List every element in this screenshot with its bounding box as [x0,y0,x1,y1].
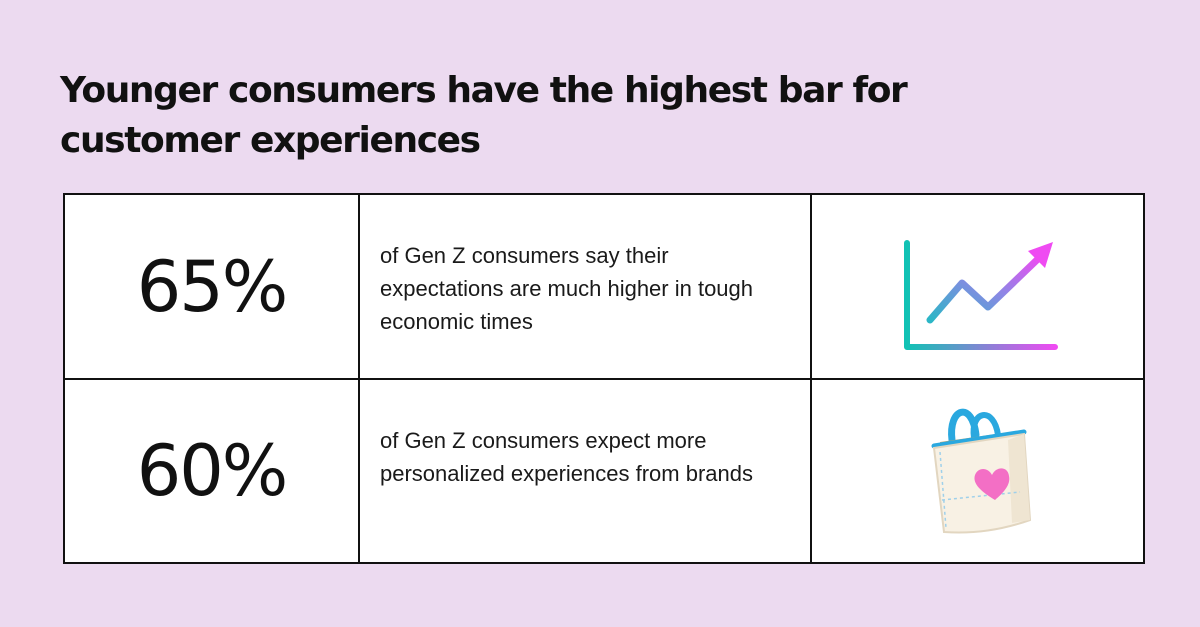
stat-value: 60% [65,380,360,562]
stats-table: 65% of Gen Z consumers say their expecta… [63,193,1145,564]
stat-description: of Gen Z consumers expect more personali… [360,380,812,562]
stat-value: 65% [65,195,360,380]
rising-chart-icon [904,240,1058,350]
stat-icon-cell [812,380,1143,562]
page-title: Younger consumers have the highest bar f… [60,70,908,161]
shopping-bag-heart-icon [931,408,1032,534]
stat-icon-cell [812,195,1143,380]
stat-description: of Gen Z consumers say their expectation… [360,195,812,380]
